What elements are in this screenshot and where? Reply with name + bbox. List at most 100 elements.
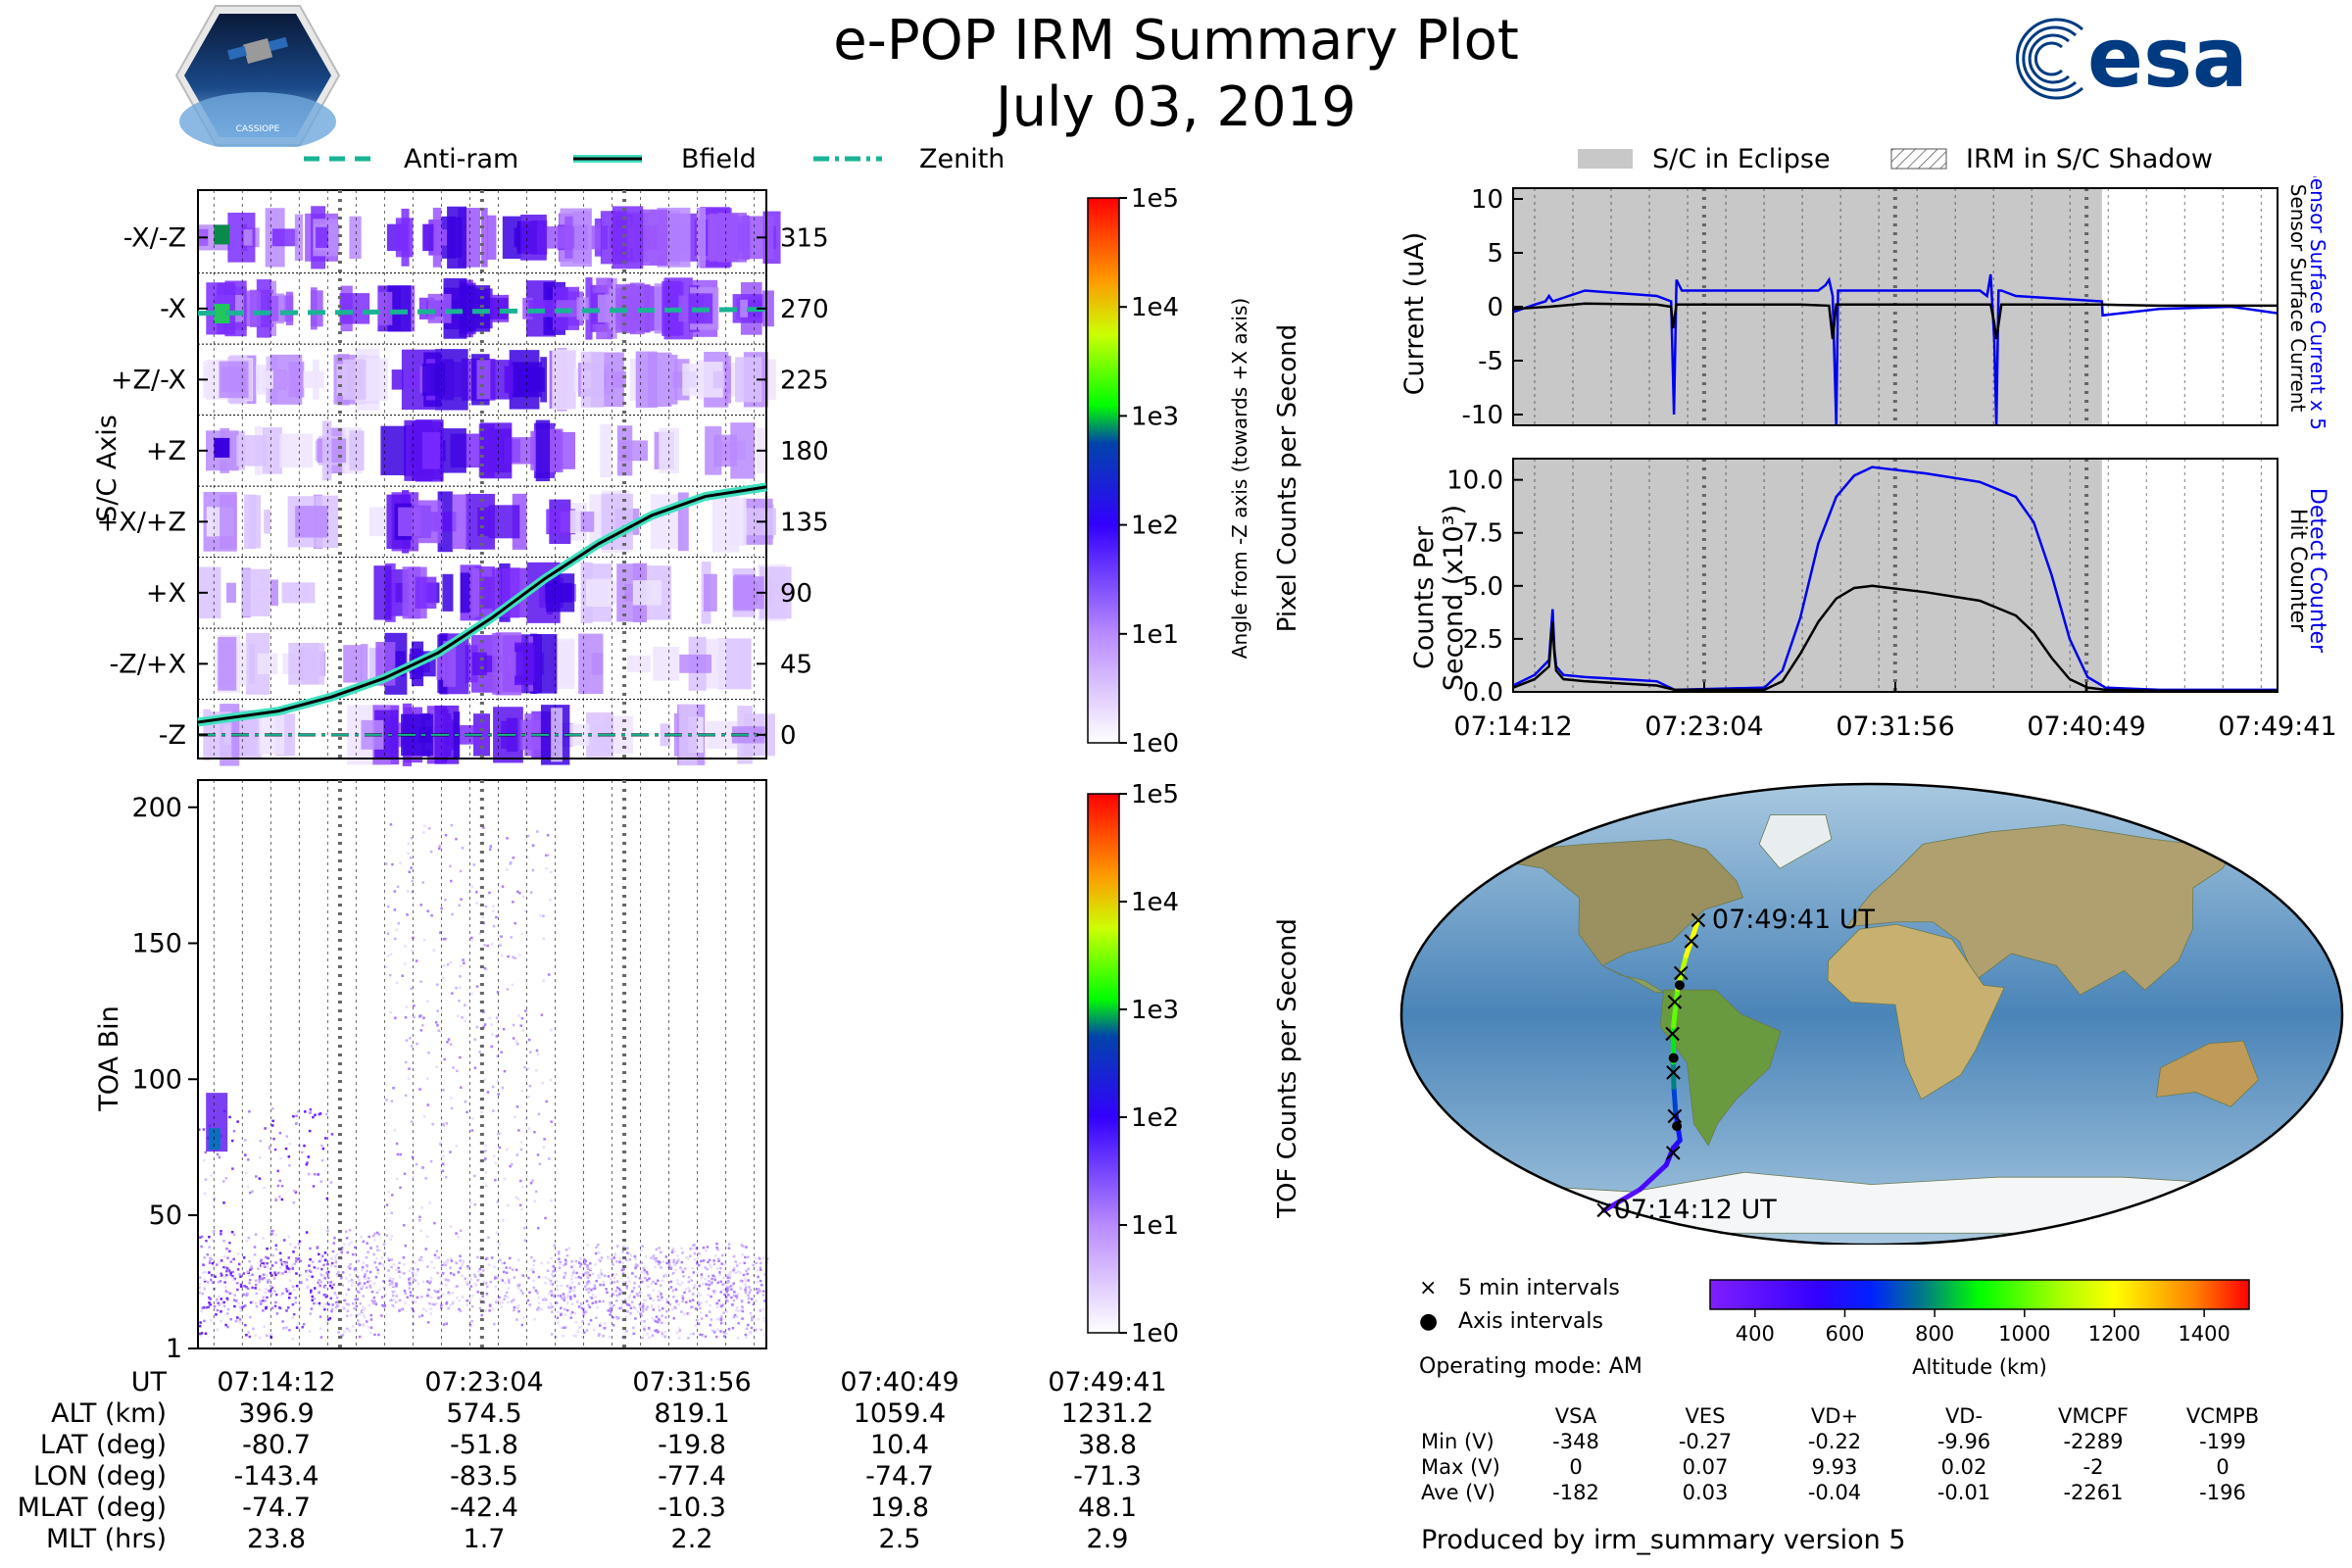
toa-heat-cell xyxy=(648,1336,652,1340)
toa-heat-cell xyxy=(661,1296,663,1298)
toa-heat-cell xyxy=(222,1180,225,1183)
toa-heat-cell xyxy=(611,1273,614,1276)
toa-heat-cell xyxy=(658,1262,661,1266)
toa-heat-cell xyxy=(324,1137,327,1140)
toa-heat-cell xyxy=(295,1257,299,1261)
toa-heat-cell xyxy=(658,1290,661,1294)
toa-heat-cell xyxy=(299,1273,302,1277)
pixel-heat-cell xyxy=(415,576,437,610)
toa-heat-cell xyxy=(320,1267,323,1271)
toa-heat-cell xyxy=(242,1272,246,1275)
angle-tick-label: 315 xyxy=(780,223,829,253)
toa-heat-cell xyxy=(441,1272,445,1275)
toa-heat-cell xyxy=(744,1255,747,1259)
ytick-label: 10.0 xyxy=(1446,466,1503,496)
toa-heat-cell xyxy=(587,1303,590,1307)
toa-heat-cell xyxy=(232,1130,236,1133)
toa-heat-cell xyxy=(265,1274,269,1277)
pixel-heat-cell xyxy=(447,206,466,269)
voltage-column-header: VD- xyxy=(1944,1404,1984,1428)
toa-heat-cell xyxy=(719,1291,722,1294)
toa-heat-cell xyxy=(410,866,413,869)
toa-heat-cell xyxy=(320,1144,323,1148)
toa-heat-cell xyxy=(274,1261,277,1264)
toa-heat-cell xyxy=(745,1327,749,1331)
pixel-heat-cell xyxy=(339,293,370,324)
toa-heat-cell xyxy=(411,879,415,883)
toa-heat-cell xyxy=(285,1290,289,1293)
toa-heat-cell xyxy=(336,1304,339,1307)
toa-heat-cell xyxy=(429,1159,433,1163)
toa-heat-cell xyxy=(700,1274,703,1278)
toa-heat-cell xyxy=(501,1086,505,1090)
toa-heat-cell xyxy=(662,1260,664,1263)
pixel-heat-cell xyxy=(677,492,689,552)
toa-heat-cell xyxy=(288,1243,292,1246)
pixel-heat-cell xyxy=(671,354,678,405)
toa-heat-cell xyxy=(252,1327,255,1331)
toa-heat-cell xyxy=(229,1318,232,1321)
toa-heat-cell xyxy=(358,1291,361,1295)
toa-heat-cell xyxy=(489,1280,492,1284)
toa-heat-cell xyxy=(284,1147,288,1151)
toa-heat-cell xyxy=(270,1264,274,1267)
toa-heat-cell xyxy=(436,1271,439,1275)
toa-heat-cell xyxy=(447,1038,451,1041)
toa-heat-cell xyxy=(404,1244,408,1248)
toa-heat-cell xyxy=(363,1274,367,1278)
toa-heat-cell xyxy=(698,1303,701,1306)
toa-heat-cell xyxy=(254,1287,257,1290)
pixel-heat-cell xyxy=(469,570,480,614)
toa-heat-cell xyxy=(715,1246,718,1250)
toa-heat-cell xyxy=(653,1319,657,1322)
toa-heat-cell xyxy=(512,1023,515,1027)
shadow-legend-label: IRM in S/C Shadow xyxy=(1966,144,2213,174)
toa-heat-cell xyxy=(201,1292,204,1296)
ephemeris-cell: 07:31:56 xyxy=(632,1366,752,1397)
toa-heat-cell xyxy=(503,1261,507,1265)
toa-heat-cell xyxy=(368,1270,372,1274)
toa-heat-cell xyxy=(731,1326,735,1330)
toa-heat-cell xyxy=(421,1166,424,1169)
toa-heat-cell xyxy=(661,1332,664,1335)
toa-heat-cell xyxy=(578,1261,581,1264)
toa-heat-cell xyxy=(498,1299,501,1302)
toa-heat-cell xyxy=(449,1257,453,1260)
toa-heat-cell xyxy=(346,1327,349,1331)
toa-heat-cell xyxy=(675,1261,679,1264)
toa-heat-cell xyxy=(378,1249,381,1251)
toa-heat-cell xyxy=(695,1318,699,1322)
toa-heat-cell xyxy=(523,1226,526,1230)
toa-heat-cell xyxy=(723,1262,726,1266)
toa-heat-cell xyxy=(440,906,443,910)
toa-heat-cell xyxy=(322,1294,326,1297)
toa-heat-cell xyxy=(591,1293,595,1297)
toa-heat-cell xyxy=(396,1152,400,1156)
toa-heat-cell xyxy=(292,1312,296,1316)
toa-heat-cell xyxy=(324,1294,327,1297)
pixel-heat-cell xyxy=(408,370,423,388)
toa-heat-cell xyxy=(744,1333,748,1337)
toa-heat-cell xyxy=(475,891,478,894)
x-marker-icon: × xyxy=(1419,1276,1438,1300)
toa-heat-cell xyxy=(254,1301,258,1305)
toa-heat-cell xyxy=(660,1321,663,1325)
toa-heat-cell xyxy=(559,1260,562,1264)
toa-heat-cell xyxy=(266,1334,269,1338)
toa-heat-cell xyxy=(309,1270,313,1274)
toa-heat-cell xyxy=(574,1335,577,1338)
toa-heat-cell xyxy=(403,1272,406,1275)
toa-heat-cell xyxy=(519,1024,522,1027)
toa-heat-cell xyxy=(466,1299,468,1302)
toa-heat-cell xyxy=(502,1027,506,1031)
toa-heat-cell xyxy=(413,1261,416,1264)
toa-heat-cell xyxy=(484,905,488,908)
toa-heat-cell xyxy=(442,1154,445,1158)
toa-heat-cell xyxy=(587,1323,591,1326)
toa-heat-cell xyxy=(298,1306,302,1309)
toa-heat-cell xyxy=(563,1326,566,1330)
toa-heat-cell xyxy=(495,915,498,919)
toa-heat-cell xyxy=(288,1267,291,1271)
toa-heat-cell xyxy=(528,1084,532,1088)
toa-heat-cell xyxy=(661,1314,663,1317)
